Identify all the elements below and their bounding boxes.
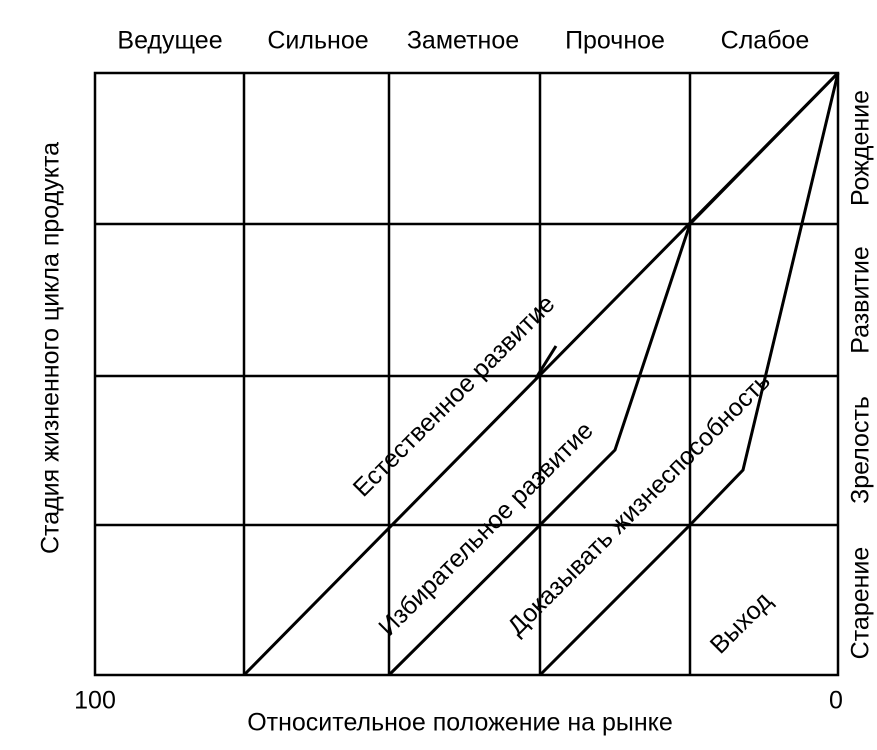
row-label: Зрелость (847, 396, 875, 504)
row-label: Развитие (847, 246, 875, 354)
x-axis-end-label: 0 (829, 687, 843, 715)
column-label: Заметное (407, 27, 519, 55)
boundary-line (538, 72, 840, 677)
strategy-label: Доказывать жизнеспособность (502, 367, 776, 641)
strategy-label: Выход (705, 586, 778, 659)
column-label: Слабое (721, 27, 810, 55)
row-label: Рождение (847, 90, 875, 206)
boundary-line (387, 71, 840, 677)
y-axis-label: Стадия жизненного цикла продукта (37, 142, 65, 554)
row-label: Старение (847, 547, 875, 660)
column-label: Ведущее (117, 27, 222, 55)
column-label: Сильное (267, 27, 368, 55)
x-axis-label: Относительное положение на рынке (247, 709, 673, 737)
grid (93, 71, 840, 677)
column-label: Прочное (565, 27, 665, 55)
x-axis-end-label: 100 (74, 687, 116, 715)
leader-line (534, 345, 558, 379)
grid-frame (93, 71, 840, 677)
